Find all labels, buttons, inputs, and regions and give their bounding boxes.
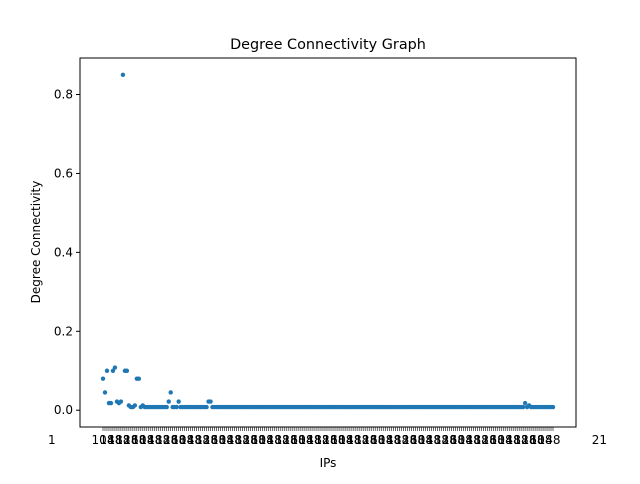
data-point <box>124 368 130 373</box>
y-tick-label: 0.2 <box>54 324 73 338</box>
x-tick-label: 148 <box>418 433 441 447</box>
data-point <box>118 399 124 404</box>
x-tick-label: 108 <box>92 433 115 447</box>
x-tick-label: 128 <box>155 433 178 447</box>
x-tick-label: 148 <box>139 433 162 447</box>
x-tick-label: 168 <box>243 433 266 447</box>
x-tick-labels: 1081481881281681081481881281681081481881… <box>48 433 607 447</box>
x-tick-label: 21 <box>592 433 607 447</box>
data-point <box>112 365 118 370</box>
x-tick-label: 168 <box>283 433 306 447</box>
x-tick-label: 168 <box>123 433 146 447</box>
x-tick-label: 188 <box>147 433 170 447</box>
x-tick-label: 128 <box>354 433 377 447</box>
data-point <box>208 399 213 404</box>
x-ticks <box>102 427 554 431</box>
x-tick-label: 148 <box>259 433 282 447</box>
plot-frame <box>79 57 577 428</box>
x-tick-label: 108 <box>211 433 234 447</box>
y-tick-label: 0.8 <box>54 88 73 102</box>
data-point <box>120 72 126 77</box>
data-point <box>164 404 169 410</box>
x-tick-label: 188 <box>506 433 529 447</box>
x-tick-label: 108 <box>171 433 194 447</box>
data-point <box>102 390 108 395</box>
x-tick-label: 188 <box>346 433 369 447</box>
x-tick-label: 128 <box>275 433 298 447</box>
data-point <box>166 399 171 404</box>
x-tick-label: 108 <box>410 433 433 447</box>
x-tick-label: 108 <box>370 433 393 447</box>
data-point <box>110 368 116 373</box>
data-points <box>100 72 556 410</box>
x-tick-label: 108 <box>330 433 353 447</box>
data-point <box>520 404 526 410</box>
data-point <box>132 403 138 408</box>
x-tick-label: 108 <box>450 433 473 447</box>
data-point <box>522 400 528 406</box>
x-tick-label: 128 <box>195 433 218 447</box>
x-tick-label: 128 <box>514 433 537 447</box>
x-tick-label: 168 <box>522 433 545 447</box>
y-tick-label: 0.0 <box>54 403 73 417</box>
data-point <box>550 404 556 410</box>
data-point <box>174 404 179 410</box>
x-tick-label: 168 <box>482 433 505 447</box>
x-tick-label: 108 <box>530 433 553 447</box>
x-tick-label: 128 <box>315 433 338 447</box>
x-tick-label: 188 <box>267 433 290 447</box>
x-tick-label: 108 <box>291 433 314 447</box>
chart-title: Degree Connectivity Graph <box>230 37 426 53</box>
x-tick-label: 168 <box>163 433 186 447</box>
x-tick-label: 188 <box>426 433 449 447</box>
data-point <box>204 404 209 410</box>
data-point <box>168 390 173 395</box>
x-tick-label: 168 <box>442 433 465 447</box>
y-axis-label: Degree Connectivity <box>29 181 43 304</box>
x-tick-label: 108 <box>131 433 154 447</box>
x-tick-label: 148 <box>458 433 481 447</box>
x-tick-label: 108 <box>490 433 513 447</box>
x-tick-label: 148 <box>378 433 401 447</box>
y-ticks: 0.0 0.2 0.4 0.6 0.8 <box>54 88 80 417</box>
x-tick-label: 148 <box>538 433 561 447</box>
y-tick-label: 0.4 <box>54 245 73 259</box>
x-tick-label: 128 <box>115 433 138 447</box>
x-tick-label: 188 <box>227 433 250 447</box>
data-point <box>108 400 114 406</box>
data-point <box>104 368 110 373</box>
x-tick-label: 148 <box>498 433 521 447</box>
x-tick-label: 148 <box>299 433 322 447</box>
x-tick-label: 168 <box>323 433 346 447</box>
x-tick-label: 108 <box>251 433 274 447</box>
data-point <box>176 399 181 404</box>
x-tick-label: 148 <box>100 433 123 447</box>
x-tick-label: 1 <box>48 433 56 447</box>
x-tick-label: 168 <box>203 433 226 447</box>
x-tick-label: 148 <box>179 433 202 447</box>
x-tick-label: 128 <box>434 433 457 447</box>
x-tick-label: 188 <box>386 433 409 447</box>
x-tick-label: 188 <box>307 433 330 447</box>
x-tick-label: 128 <box>394 433 417 447</box>
x-tick-label: 128 <box>474 433 497 447</box>
x-tick-label: 148 <box>219 433 242 447</box>
x-tick-label: 148 <box>338 433 361 447</box>
x-tick-label: 188 <box>466 433 489 447</box>
x-axis-label: IPs <box>320 456 337 470</box>
data-point <box>136 376 142 381</box>
x-tick-label: 188 <box>187 433 210 447</box>
x-tick-label: 128 <box>235 433 258 447</box>
x-tick-label: 168 <box>362 433 385 447</box>
x-tick-label: 188 <box>107 433 130 447</box>
x-tick-label: 168 <box>402 433 425 447</box>
data-point <box>100 376 106 381</box>
y-tick-label: 0.6 <box>54 166 73 180</box>
